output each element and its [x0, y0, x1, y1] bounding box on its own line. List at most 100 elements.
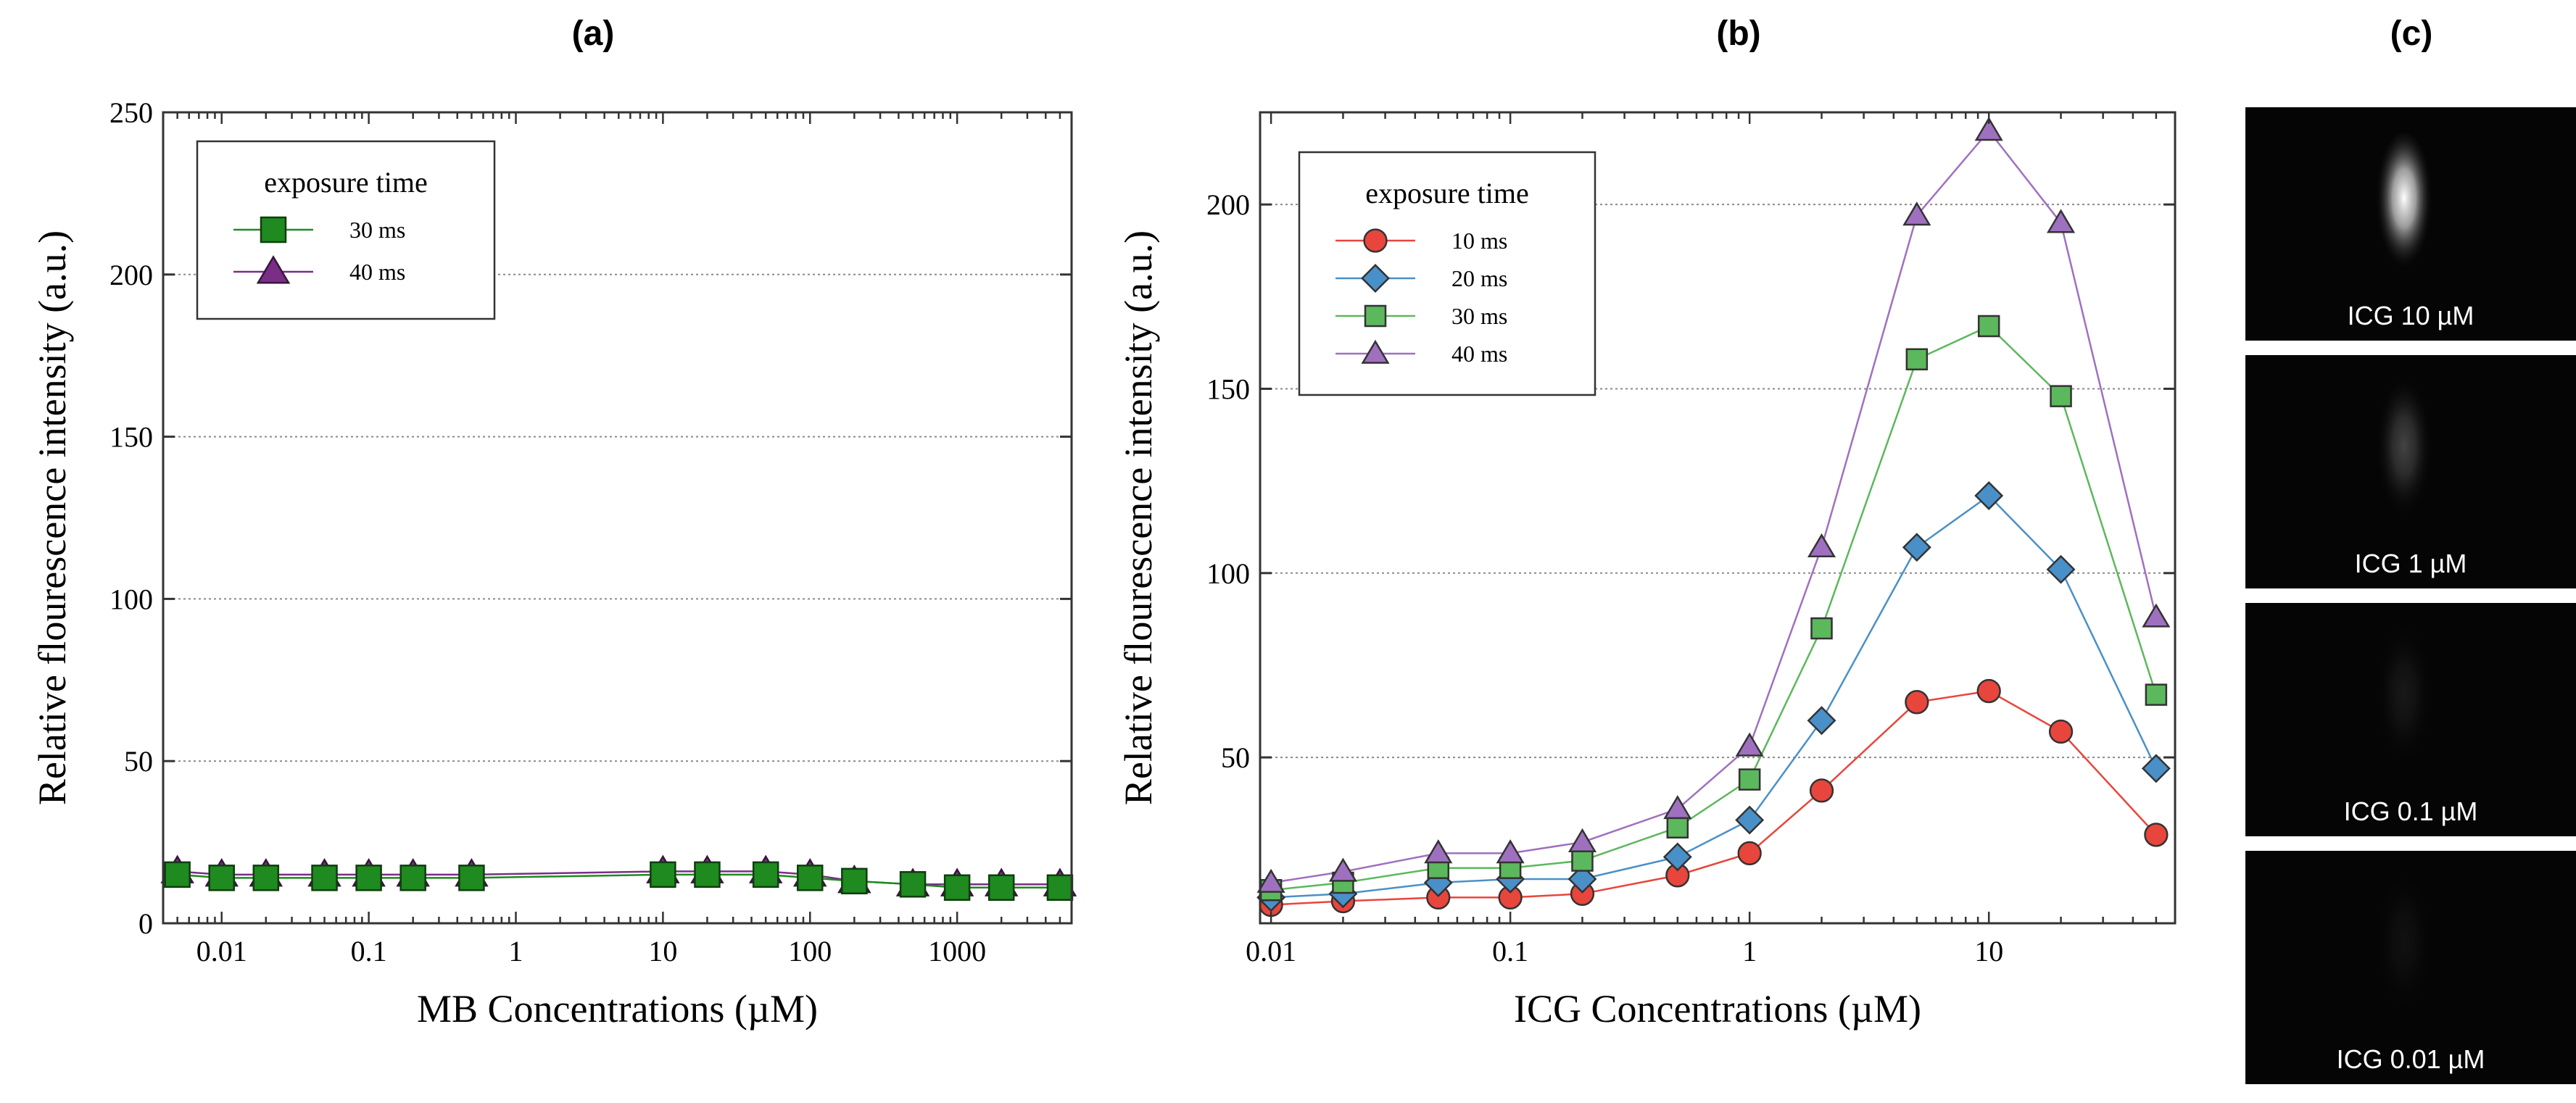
panel-a-legend-box: [196, 140, 496, 320]
panel-b-data-point: [1977, 315, 2000, 338]
fluorescence-glow: [2374, 876, 2433, 1022]
panel-b-data-point: [1567, 864, 1597, 894]
panel-b-legend-marker: [1361, 339, 1390, 364]
panel-b-data-point: [1663, 795, 1692, 820]
panel-b-y-tick-label: 200: [1206, 188, 1250, 221]
panel-b-data-point: [2046, 554, 2076, 584]
image-caption: ICG 0.01 µM: [2337, 1044, 2485, 1074]
panel-c-title: (c): [2390, 14, 2433, 53]
panel-b-data-point: [1807, 706, 1836, 736]
panel-b-data-point: [1905, 348, 1929, 371]
chart-panel-b: 50 100 150 200 0.01 0.1 1 10 ICG Concentrations…: [1117, 111, 2177, 1031]
panel-b-data-point: [2145, 683, 2168, 706]
panel-a-data-point: [650, 861, 676, 888]
fluorescence-glow: [2374, 133, 2433, 278]
fluorescence-image-0: ICG 10 µM: [2245, 107, 2576, 341]
panel-a-data-point: [987, 874, 1015, 902]
panel-a-legend-label: 40 ms: [349, 259, 405, 285]
panel-a-x-tick-label: 100: [788, 935, 832, 967]
panel-b-data-point: [1571, 849, 1594, 872]
panel-b-x-tick-label: 0.1: [1492, 935, 1528, 967]
panel-b-series-line-1: [1271, 494, 2157, 899]
panel-b-x-tick-label: 1: [1742, 935, 1757, 967]
panel-a-y-tick-label: 100: [109, 583, 153, 615]
panel-a-data-point: [252, 865, 280, 891]
panel-a-data-point: [841, 867, 868, 895]
panel-a-data-point: [1046, 874, 1074, 902]
panel-a-data-point: [797, 865, 824, 891]
panel-a-data-point: [311, 865, 338, 891]
panel-a-legend-items: 30 ms 40 ms: [233, 216, 405, 285]
panel-a-series-line-1: [177, 873, 1060, 889]
panel-b-markers: [1256, 117, 2171, 917]
panel-b-data-point: [1666, 816, 1689, 839]
panel-b-data-point: [2144, 823, 2169, 847]
image-caption: ICG 0.1 µM: [2344, 796, 2478, 826]
panel-a-data-point: [399, 865, 426, 891]
panel-b-data-point: [2142, 603, 2171, 628]
panel-a-x-tick-label: 1: [508, 935, 523, 967]
fluorescence-glow: [2374, 628, 2433, 774]
panel-b-legend-label: 10 ms: [1451, 228, 1507, 254]
panel-b-data-point: [1902, 201, 1931, 226]
panel-b-data-point: [2141, 754, 2171, 783]
chart-panel-a: 0 50 100 150 200 250 0.01 0.1 1 10 100 1000 MB Conc…: [30, 96, 1077, 1031]
panel-b-y-tick-label: 100: [1206, 557, 1250, 590]
panel-a-y-tick-label: 250: [109, 96, 153, 129]
panel-b-data-point: [2046, 209, 2076, 233]
panel-a-data-point: [694, 861, 721, 888]
panel-b-legend-marker: [1364, 304, 1387, 328]
panel-b-legend-marker: [1361, 264, 1390, 293]
panel-b-data-point: [1976, 678, 2001, 704]
panel-a-data-point: [208, 865, 235, 891]
panel-b-y-axis-label: Relative flourescence intensity (a.u.): [1117, 230, 1160, 805]
fluorescence-image-3: ICG 0.01 µM: [2245, 851, 2576, 1084]
panel-b-data-point: [1902, 533, 1931, 562]
panel-b-ticks: 50 100 150 200 0.01 0.1 1 10: [1206, 112, 2177, 967]
panel-b-data-point: [1809, 778, 1834, 803]
panel-b-data-point: [2048, 719, 2074, 744]
panel-b-series-line-3: [1270, 129, 2158, 884]
panel-a-markers: [160, 854, 1077, 902]
panel-b-legend-marker: [1363, 228, 1388, 253]
panel-b-legend-items: 10 ms 20 ms 30 ms 40 ms: [1335, 228, 1507, 367]
panel-a-title: (a): [572, 14, 615, 53]
image-caption: ICG 1 µM: [2355, 549, 2467, 578]
panel-b-data-point: [1662, 842, 1692, 872]
panel-a-x-tick-label: 1000: [928, 935, 986, 967]
fluorescence-image-1: ICG 1 µM: [2245, 355, 2576, 588]
panel-b-data-point: [1567, 828, 1597, 852]
panel-a-x-tick-label: 0.1: [351, 935, 387, 967]
panel-b-data-point: [1735, 732, 1764, 757]
panel-a-series-line-0: [177, 870, 1060, 886]
panel-b-x-axis-label: ICG Concentrations (µM): [1514, 987, 1921, 1031]
panel-a-legend-label: 30 ms: [349, 217, 405, 243]
panel-a-data-point: [899, 871, 927, 898]
panel-b-series-lines: [1270, 129, 2158, 906]
image-caption: ICG 10 µM: [2348, 301, 2474, 330]
panel-a-data-point: [164, 861, 191, 888]
panel-b-legend-label: 20 ms: [1451, 265, 1507, 291]
panel-a-plot-frame: [162, 111, 1073, 925]
panel-a-x-axis-label: MB Concentrations (µM): [417, 987, 818, 1031]
panel-a-legend-title: exposure time: [264, 166, 428, 199]
panel-b-series-line-0: [1271, 690, 2157, 906]
panel-a-series-lines: [177, 870, 1060, 889]
panel-a-ticks: 0 50 100 150 200 250 0.01 0.1 1 10 100 1000: [109, 96, 1073, 967]
panel-a-data-point: [943, 874, 971, 902]
panel-a-y-tick-label: 200: [109, 259, 153, 291]
panel-b-data-point: [1735, 805, 1765, 835]
panel-a-y-tick-label: 50: [124, 745, 153, 778]
panel-b-legend: exposure time 10 ms 20 ms 30 ms 40 ms: [1298, 151, 1596, 396]
image-panel-c: ICG 10 µM ICG 1 µM ICG 0.1 µM ICG 0.01 µM: [2245, 107, 2576, 1084]
fluorescence-image-2: ICG 0.1 µM: [2245, 603, 2576, 836]
panel-b-title: (b): [1716, 14, 1760, 53]
panel-a-legend-marker: [260, 216, 287, 244]
panel-b-data-point: [1974, 481, 2004, 510]
panel-b-data-point: [1807, 533, 1836, 558]
panel-b-data-point: [1905, 690, 1929, 715]
panel-b-data-point: [1974, 117, 2003, 141]
panel-b-legend-label: 30 ms: [1451, 303, 1507, 329]
panel-b-data-point: [1328, 857, 1357, 882]
